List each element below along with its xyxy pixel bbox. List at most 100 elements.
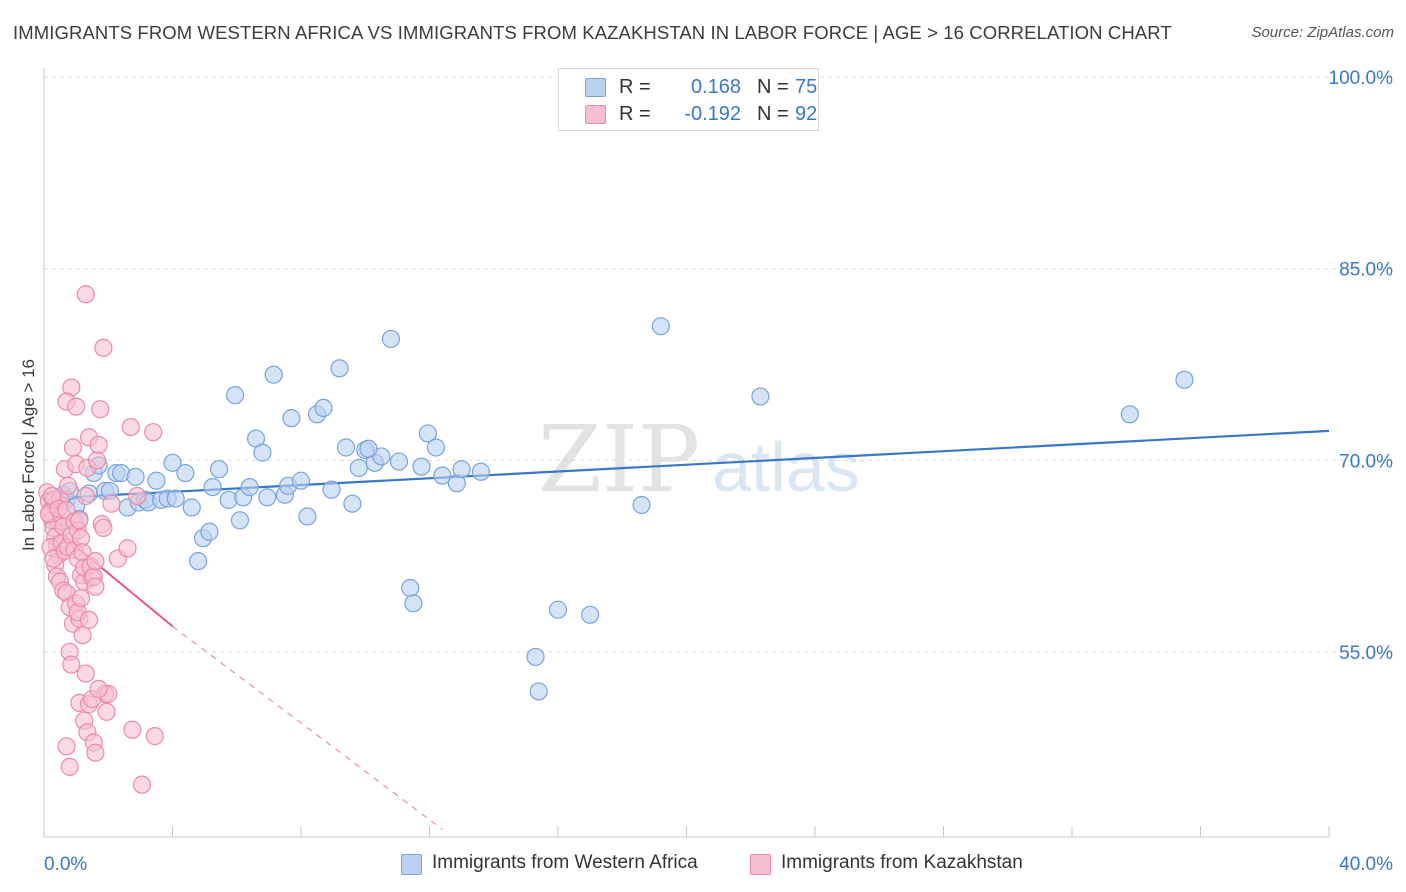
point-western-africa — [253, 443, 272, 462]
point-kazakhstan — [86, 552, 105, 571]
point-western-africa — [452, 460, 471, 479]
point-western-africa — [751, 387, 770, 406]
point-western-africa — [209, 460, 229, 479]
point-western-africa — [349, 458, 368, 478]
point-western-africa — [126, 467, 145, 486]
point-western-africa — [418, 424, 437, 443]
legend-swatch-pink — [750, 854, 771, 875]
x-tick-labels: 0.0% 40.0% — [44, 854, 1393, 875]
point-kazakhstan — [79, 610, 99, 630]
point-western-africa — [548, 600, 568, 619]
trend-line-kazakhstan-extension — [172, 625, 443, 830]
point-western-africa — [166, 489, 185, 508]
point-western-africa — [282, 409, 301, 428]
watermark: ZIP atlas — [538, 406, 860, 513]
point-kazakhstan — [70, 511, 89, 530]
point-western-africa — [230, 511, 250, 530]
point-western-africa — [264, 365, 283, 384]
point-western-africa — [412, 457, 431, 476]
stats-swatch-pink — [585, 105, 606, 124]
point-western-africa — [359, 439, 378, 458]
point-kazakhstan — [97, 702, 116, 721]
y-tick-label: 55.0% — [1339, 643, 1393, 664]
point-western-africa — [258, 488, 277, 507]
point-western-africa — [226, 386, 245, 405]
grid-lines — [44, 76, 1393, 653]
point-western-africa — [529, 682, 548, 701]
point-western-africa — [176, 463, 195, 483]
point-kazakhstan — [87, 451, 107, 470]
point-western-africa — [314, 398, 333, 418]
point-western-africa — [426, 438, 446, 457]
point-western-africa — [322, 480, 341, 499]
x-tick-label: 40.0% — [1339, 854, 1393, 875]
point-kazakhstan — [89, 435, 108, 455]
point-western-africa — [189, 552, 208, 571]
point-western-africa — [330, 359, 349, 378]
point-western-africa — [240, 477, 259, 497]
point-kazakhstan — [145, 727, 164, 746]
legend-swatch-blue — [401, 854, 422, 875]
point-western-africa — [401, 578, 420, 598]
point-western-africa — [200, 522, 219, 541]
point-kazakhstan — [121, 417, 140, 437]
point-kazakhstan — [94, 518, 113, 538]
point-western-africa — [651, 317, 670, 336]
axes — [43, 68, 1330, 838]
data-points — [38, 285, 1194, 794]
point-western-africa — [163, 453, 182, 472]
point-kazakhstan — [73, 626, 92, 645]
point-kazakhstan — [58, 476, 78, 495]
point-western-africa — [471, 462, 490, 481]
point-western-africa — [298, 507, 317, 526]
stats-n-value: 92 — [795, 103, 818, 125]
watermark-zip: ZIP — [538, 406, 700, 513]
stats-n-label: N = — [757, 76, 789, 98]
point-kazakhstan — [76, 664, 95, 683]
point-kazakhstan — [67, 397, 86, 416]
point-western-africa — [203, 477, 222, 497]
legend-label: Immigrants from Kazakhstan — [781, 852, 1023, 873]
y-tick-label: 85.0% — [1339, 260, 1393, 281]
point-western-africa — [581, 605, 600, 624]
point-kazakhstan — [91, 400, 110, 419]
point-kazakhstan — [71, 589, 91, 608]
point-western-africa — [1120, 405, 1139, 424]
stats-r-value: 0.168 — [690, 76, 741, 98]
point-western-africa — [147, 471, 166, 490]
stats-r-label: R = — [619, 103, 651, 125]
point-kazakhstan — [57, 737, 76, 756]
x-tick-label: 0.0% — [44, 854, 87, 875]
point-kazakhstan — [86, 743, 105, 762]
y-tick-labels: 55.0% 70.0% 85.0% 100.0% — [1329, 68, 1394, 664]
point-western-africa — [182, 498, 201, 517]
legend-label: Immigrants from Western Africa — [432, 852, 698, 873]
stats-swatch-blue — [585, 78, 606, 97]
point-kazakhstan — [60, 757, 79, 776]
point-kazakhstan — [62, 655, 81, 674]
point-kazakhstan — [102, 494, 121, 513]
point-western-africa — [1175, 370, 1194, 389]
point-kazakhstan — [128, 486, 147, 506]
point-kazakhstan — [76, 285, 95, 304]
point-western-africa — [404, 594, 423, 613]
point-western-africa — [336, 438, 356, 457]
point-kazakhstan — [63, 438, 83, 457]
watermark-atlas: atlas — [712, 428, 860, 506]
point-western-africa — [343, 494, 362, 513]
point-western-africa — [381, 329, 401, 349]
stats-n-value: 75 — [795, 76, 818, 98]
point-kazakhstan — [123, 720, 142, 739]
point-western-africa — [291, 471, 311, 490]
source-label: Source: ZipAtlas.com — [1251, 24, 1394, 41]
point-western-africa — [526, 647, 545, 667]
y-tick-label: 70.0% — [1339, 451, 1393, 472]
chart-title: IMMIGRANTS FROM WESTERN AFRICA VS IMMIGR… — [13, 22, 1172, 43]
stats-box: R = 0.168 N = 75 R = -0.192 N = 92 — [558, 68, 819, 131]
point-kazakhstan — [89, 679, 108, 698]
point-kazakhstan — [118, 539, 137, 558]
point-kazakhstan — [76, 486, 95, 506]
point-kazakhstan — [94, 338, 113, 357]
stats-r-value: -0.192 — [684, 103, 741, 125]
